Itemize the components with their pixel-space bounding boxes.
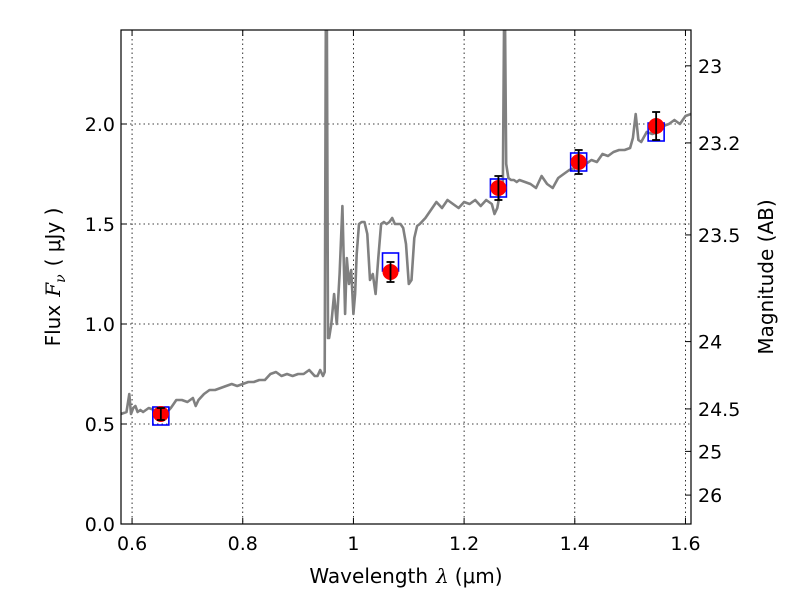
y-tick-label: 0.5 xyxy=(85,414,115,436)
y2-tick-label: 24.5 xyxy=(698,399,740,421)
x-axis-title: Wavelength λ (μm) xyxy=(309,564,502,588)
y-axis-title: FluxFν( μJy ) xyxy=(41,208,69,347)
y-tick-label: 1.5 xyxy=(85,214,115,236)
y-tick-label: 1.0 xyxy=(85,314,115,336)
y2-axis-title: Magnitude (AB) xyxy=(754,199,778,354)
axis-ticks xyxy=(121,30,691,525)
y2-tick-label: 26 xyxy=(698,485,722,507)
y2-tick-label: 23.2 xyxy=(698,133,740,155)
grid-lines xyxy=(121,30,691,525)
y2-tick-label: 24 xyxy=(698,332,722,354)
x-tick-label: 0.8 xyxy=(228,533,258,555)
spectrum-line xyxy=(121,30,691,416)
y2-tick-label: 25 xyxy=(698,441,722,463)
points-layer xyxy=(152,111,665,426)
y2-tick-label: 23.5 xyxy=(698,225,740,247)
x-tick-label: 1.6 xyxy=(670,533,700,555)
x-tick-label: 1.4 xyxy=(560,533,590,555)
spectrum-layer xyxy=(121,30,691,416)
tick-labels: 0.6 0.8 1 1.2 1.4 1.6 0.0 0.5 1.0 1.5 2.0 23 23.2 23.… xyxy=(85,56,741,555)
y2-tick-label: 23 xyxy=(698,56,722,78)
plot-frame xyxy=(120,29,692,525)
y-tick-label: 0.0 xyxy=(85,514,115,536)
x-tick-label: 1 xyxy=(347,533,359,555)
y-tick-label: 2.0 xyxy=(85,114,115,136)
x-tick-label: 0.6 xyxy=(117,533,147,555)
x-tick-label: 1.2 xyxy=(449,533,479,555)
